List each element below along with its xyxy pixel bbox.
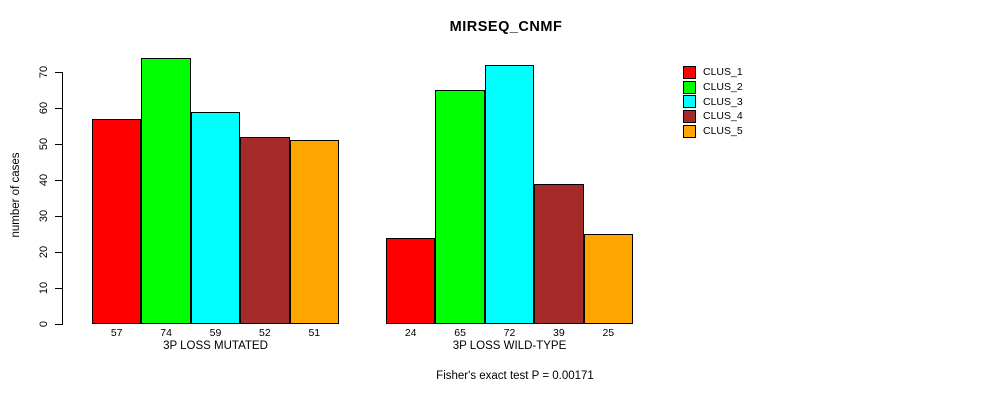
bar-clus_4 — [240, 136, 290, 324]
bar-clus_5 — [583, 234, 633, 324]
y-axis-label: number of cases — [10, 152, 22, 238]
legend-item: CLUS_5 — [683, 124, 743, 139]
y-tick-label: 20 — [38, 245, 50, 259]
bar-clus_5 — [289, 140, 339, 324]
bar-value-label: 39 — [553, 327, 565, 339]
legend-item: CLUS_4 — [683, 109, 743, 124]
bar-value-label: 25 — [602, 327, 615, 339]
bar-value-label: 57 — [110, 327, 123, 339]
legend-item: CLUS_1 — [683, 65, 743, 80]
bar-clus_1 — [386, 237, 436, 324]
y-tick-label: 60 — [38, 101, 50, 115]
y-axis-tick — [55, 72, 62, 73]
x-group-label: 3P LOSS MUTATED — [163, 340, 268, 352]
bar-clus_3 — [190, 111, 241, 324]
y-axis-tick — [55, 216, 62, 217]
bar-value-label: 51 — [308, 327, 321, 339]
legend-swatch — [683, 109, 696, 123]
bar-value-label: 65 — [454, 327, 466, 339]
y-tick-label: 30 — [38, 209, 50, 223]
legend-swatch — [683, 65, 696, 79]
y-tick-label: 10 — [38, 281, 50, 295]
y-tick-label: 40 — [38, 173, 50, 187]
y-axis-tick — [55, 324, 62, 325]
bar-clus_3 — [484, 64, 535, 324]
x-group-label: 3P LOSS WILD-TYPE — [452, 340, 567, 352]
legend-label: CLUS_3 — [703, 95, 743, 108]
y-tick-label: 70 — [38, 65, 50, 79]
legend-label: CLUS_2 — [703, 81, 743, 94]
legend-item: CLUS_2 — [683, 80, 743, 95]
legend-item: CLUS_3 — [683, 94, 743, 109]
y-axis-tick — [55, 252, 62, 253]
bar-clus_4 — [534, 183, 584, 324]
y-axis-tick — [55, 144, 62, 145]
y-axis-tick — [55, 108, 62, 109]
bar-clus_1 — [92, 118, 142, 324]
y-axis-tick — [55, 180, 62, 181]
y-axis-line — [62, 72, 63, 325]
bar-value-label: 74 — [160, 327, 172, 339]
legend-label: CLUS_4 — [703, 110, 743, 123]
legend: CLUS_1 CLUS_2 CLUS_3 CLUS_4 CLUS_5 — [683, 65, 743, 138]
y-tick-label: 50 — [38, 137, 50, 151]
chart-title: MIRSEQ_CNMF — [449, 19, 563, 35]
bar-clus_2 — [141, 57, 191, 324]
legend-swatch — [683, 124, 696, 138]
bar-value-label: 52 — [259, 327, 271, 339]
bar-value-label: 24 — [404, 327, 417, 339]
y-axis-tick — [55, 288, 62, 289]
y-tick-label: 0 — [38, 320, 50, 328]
legend-swatch — [683, 95, 696, 109]
fisher-test-annotation: Fisher's exact test P = 0.00171 — [436, 370, 594, 382]
bar-clus_2 — [435, 90, 485, 324]
bar-value-label: 72 — [503, 327, 516, 339]
bar-value-label: 59 — [209, 327, 222, 339]
legend-label: CLUS_5 — [703, 125, 743, 138]
legend-swatch — [683, 80, 696, 94]
legend-label: CLUS_1 — [703, 66, 743, 79]
